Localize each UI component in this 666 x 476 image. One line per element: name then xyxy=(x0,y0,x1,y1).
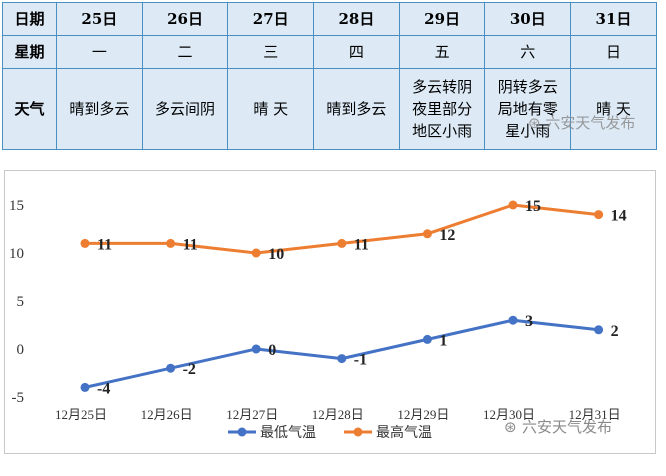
data-point xyxy=(337,238,347,248)
date-cell: 30日 xyxy=(484,2,572,36)
series-layer xyxy=(80,200,604,392)
weather-cell: 晴到多云 xyxy=(313,68,400,150)
chart-frame xyxy=(4,170,656,454)
weather-text: 晴到多云 xyxy=(326,100,387,118)
legend: 最低气温 最高气温 xyxy=(228,424,432,441)
data-label: 0 xyxy=(268,342,276,359)
data-point xyxy=(166,363,176,373)
data-label: 2 xyxy=(611,323,619,340)
watermark-logo-icon: ⊛ xyxy=(528,114,541,132)
series-line-0 xyxy=(84,318,599,389)
data-label: -1 xyxy=(354,352,367,369)
watermark-text: 六安天气发布 xyxy=(522,418,612,436)
forecast-table: 日期 25日 26日 27日 28日 29日 30日 31日 星期 一 二 三 … xyxy=(2,2,657,150)
weather-text: 晴 天 xyxy=(253,100,289,118)
x-tick-label: 12月28日 xyxy=(312,407,364,422)
data-label: 15 xyxy=(525,198,541,215)
weekday-cell: 日 xyxy=(570,35,657,69)
date-cell: 29日 xyxy=(398,2,486,36)
data-point xyxy=(166,238,176,248)
data-point xyxy=(80,238,90,248)
watermark-logo-icon: ⊛ xyxy=(504,418,517,436)
y-tick-label: 10 xyxy=(9,246,24,262)
legend-marker xyxy=(237,427,247,437)
data-label: 12 xyxy=(439,227,455,244)
weather-cell: 晴 天 xyxy=(227,68,315,150)
weather-cell: 多云转阴 夜里部分 地区小雨 xyxy=(398,68,486,150)
weekday-cell: 二 xyxy=(141,35,229,69)
x-axis: 12月25日 12月26日 12月27日 12月28日 12月29日 12月30日 12月3… xyxy=(55,407,621,422)
data-label: 1 xyxy=(439,332,447,349)
data-label: 11 xyxy=(354,236,369,253)
date-cell: 28日 xyxy=(313,2,400,36)
date-row-label: 日期 xyxy=(2,2,57,36)
data-point xyxy=(594,210,604,220)
weekday-cell: 三 xyxy=(227,35,315,69)
y-tick-label: 5 xyxy=(17,294,25,310)
data-point xyxy=(422,229,432,239)
y-tick-label: -5 xyxy=(12,390,25,406)
data-point xyxy=(594,325,604,335)
x-tick-label: 12月26日 xyxy=(141,407,193,422)
watermark-text: 六安天气发布 xyxy=(545,114,636,132)
x-tick-label: 12月31日 xyxy=(569,407,621,422)
date-cell: 31日 xyxy=(570,2,657,36)
data-point xyxy=(508,315,518,325)
weather-text: 多云转阴 夜里部分 地区小雨 xyxy=(412,78,473,140)
data-label: 3 xyxy=(525,313,533,330)
legend-label: 最低气温 xyxy=(260,425,316,441)
weekday-cell: 一 xyxy=(56,35,143,69)
data-point xyxy=(251,344,261,354)
date-cell: 26日 xyxy=(141,2,229,36)
weekday-cell: 五 xyxy=(398,35,486,69)
weather-text: 多云间阴 xyxy=(155,100,216,118)
weekday-row: 星期 一 二 三 四 五 六 日 xyxy=(2,35,657,69)
data-label: 10 xyxy=(268,246,284,263)
y-axis: 15 10 5 0 -5 xyxy=(9,198,24,406)
watermark-chart: ⊛ 六安天气发布 xyxy=(504,418,612,436)
x-tick-label: 12月25日 xyxy=(55,407,107,422)
data-point xyxy=(337,354,347,364)
weekday-row-label: 星期 xyxy=(2,35,57,69)
legend-marker xyxy=(353,427,363,437)
watermark-table: ⊛ 六安天气发布 xyxy=(528,112,635,133)
weekday-cell: 四 xyxy=(313,35,400,69)
weather-cell: 阴转多云 局地有零 星小雨 xyxy=(484,68,572,150)
y-tick-label: 15 xyxy=(9,198,24,214)
data-labels: -4 -2 0 -1 1 3 2 11 11 10 11 12 15 14 xyxy=(97,198,627,397)
date-cell: 25日 xyxy=(56,2,143,36)
x-tick-label: 12月27日 xyxy=(226,407,278,422)
x-tick-label: 12月29日 xyxy=(397,407,449,422)
weather-cell: 晴到多云 xyxy=(56,68,143,150)
weather-cell: 晴 天 xyxy=(570,68,657,150)
data-label: -2 xyxy=(183,361,196,378)
data-label: 11 xyxy=(97,236,112,253)
date-cell: 27日 xyxy=(227,2,315,36)
data-point xyxy=(422,334,432,344)
date-row: 日期 25日 26日 27日 28日 29日 30日 31日 xyxy=(2,2,657,36)
weather-row: 天气 晴到多云 多云间阴 晴 天 晴到多云 多云转阴 夜里部分 地区小雨 阴转多… xyxy=(2,68,657,150)
weather-row-label: 天气 xyxy=(2,68,57,150)
data-label: 14 xyxy=(611,208,627,225)
x-tick-label: 12月30日 xyxy=(483,407,535,422)
y-tick-label: 0 xyxy=(17,342,25,358)
weather-text: 阴转多云 局地有零 星小雨 xyxy=(497,78,558,140)
weather-text: 晴到多云 xyxy=(69,100,130,118)
weather-cell: 多云间阴 xyxy=(141,68,229,150)
data-point xyxy=(251,248,261,258)
weekday-cell: 六 xyxy=(484,35,572,69)
legend-label: 最高气温 xyxy=(376,424,432,441)
data-label: 11 xyxy=(183,236,198,253)
data-point xyxy=(508,200,518,210)
weather-text: 晴 天 xyxy=(596,100,631,118)
data-label: -4 xyxy=(97,380,110,397)
data-point xyxy=(80,382,90,392)
